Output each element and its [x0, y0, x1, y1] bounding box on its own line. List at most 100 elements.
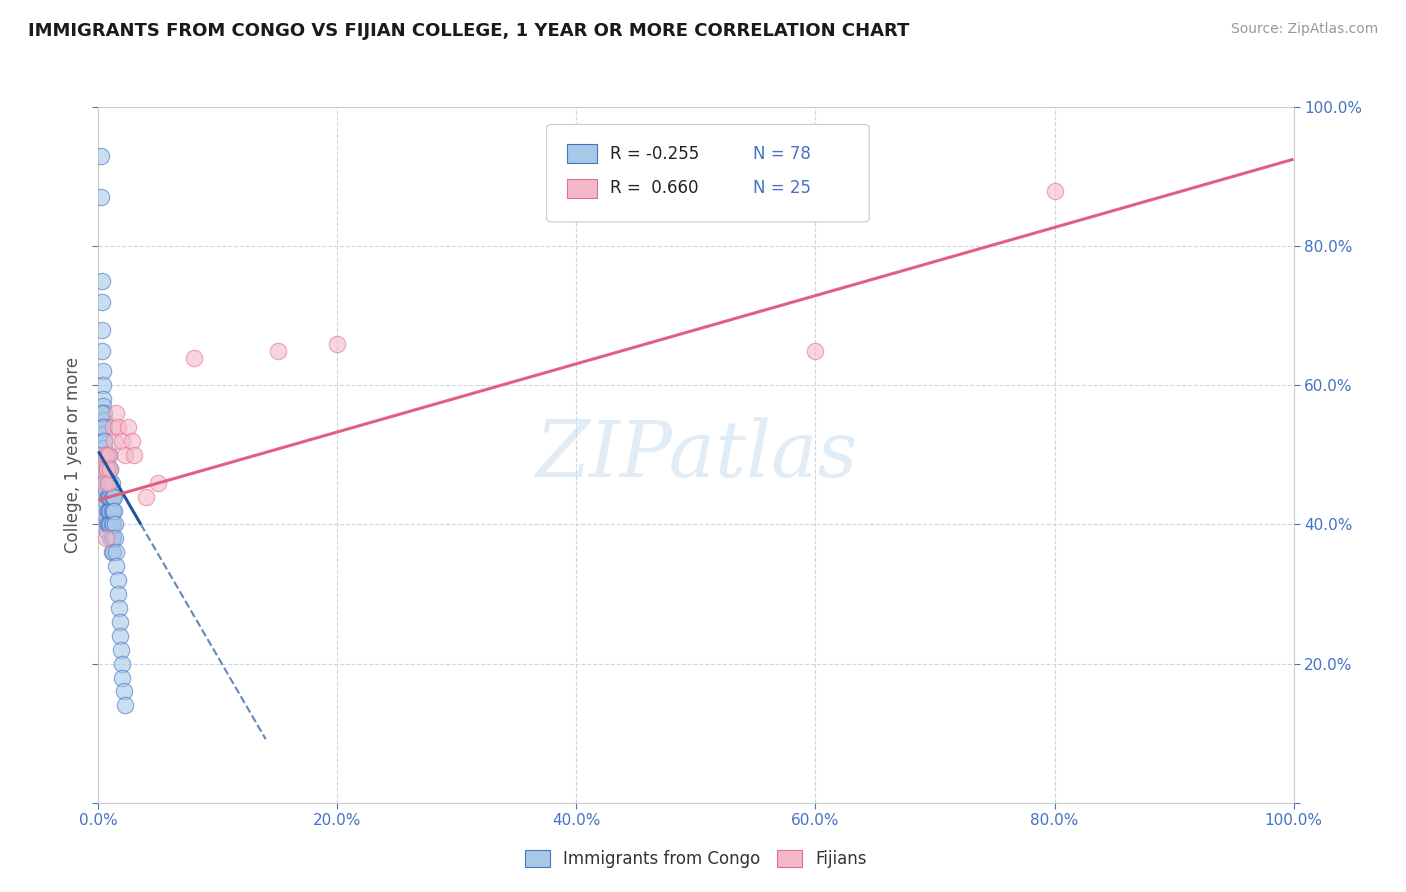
- Point: [107, 587, 129, 601]
- Point: [100, 490, 122, 504]
- Point: [105, 545, 128, 559]
- Point: [148, 475, 170, 490]
- Point: [91, 406, 114, 420]
- Point: [93, 406, 115, 420]
- Point: [96, 490, 118, 504]
- Point: [93, 434, 115, 448]
- Point: [91, 323, 114, 337]
- Point: [112, 684, 135, 698]
- Point: [96, 524, 118, 539]
- Point: [97, 490, 120, 504]
- Point: [91, 364, 114, 378]
- Point: [121, 434, 143, 448]
- Point: [90, 149, 112, 163]
- Text: R =  0.660: R = 0.660: [610, 179, 699, 197]
- Point: [93, 427, 115, 442]
- Point: [104, 532, 127, 546]
- Point: [93, 420, 115, 434]
- Point: [98, 517, 121, 532]
- Bar: [567, 178, 596, 198]
- Point: [91, 399, 114, 413]
- Point: [91, 462, 114, 476]
- Text: R = -0.255: R = -0.255: [610, 145, 699, 162]
- FancyBboxPatch shape: [547, 124, 869, 222]
- Point: [98, 517, 122, 532]
- Point: [96, 462, 118, 476]
- Text: ZIPatlas: ZIPatlas: [534, 417, 858, 493]
- Point: [103, 490, 125, 504]
- Point: [94, 448, 117, 462]
- Point: [111, 657, 134, 671]
- Point: [94, 532, 117, 546]
- Point: [101, 490, 124, 504]
- Point: [98, 532, 122, 546]
- Legend: Immigrants from Congo, Fijians: Immigrants from Congo, Fijians: [519, 843, 873, 874]
- Point: [94, 483, 117, 497]
- Point: [91, 448, 114, 462]
- Point: [114, 448, 136, 462]
- Text: Source: ZipAtlas.com: Source: ZipAtlas.com: [1230, 22, 1378, 37]
- Point: [98, 475, 121, 490]
- Point: [98, 475, 122, 490]
- Point: [124, 448, 146, 462]
- Point: [114, 698, 136, 713]
- Point: [103, 434, 125, 448]
- Point: [91, 343, 114, 358]
- Point: [96, 517, 118, 532]
- Point: [103, 503, 125, 517]
- Point: [183, 351, 205, 365]
- Point: [98, 462, 121, 476]
- Point: [1043, 184, 1066, 198]
- Point: [117, 420, 139, 434]
- Point: [91, 420, 114, 434]
- Point: [94, 462, 117, 476]
- Point: [107, 601, 129, 615]
- Point: [98, 462, 122, 476]
- Point: [111, 671, 134, 685]
- Point: [97, 517, 120, 532]
- Point: [108, 615, 131, 629]
- Point: [94, 468, 117, 483]
- Point: [104, 517, 127, 532]
- Y-axis label: College, 1 year or more: College, 1 year or more: [63, 357, 82, 553]
- Point: [100, 532, 122, 546]
- Point: [98, 462, 122, 476]
- Point: [90, 190, 112, 204]
- Point: [93, 434, 115, 448]
- Text: N = 25: N = 25: [754, 179, 811, 197]
- Point: [100, 517, 122, 532]
- Point: [91, 274, 114, 288]
- Point: [105, 406, 128, 420]
- Point: [98, 448, 121, 462]
- Point: [100, 475, 122, 490]
- Point: [101, 517, 124, 532]
- Point: [135, 490, 157, 504]
- Point: [107, 420, 129, 434]
- Point: [97, 475, 120, 490]
- Point: [96, 510, 118, 524]
- Point: [91, 294, 114, 309]
- Point: [98, 490, 121, 504]
- Point: [105, 559, 128, 574]
- Point: [91, 392, 114, 407]
- Point: [96, 497, 118, 511]
- Point: [94, 448, 117, 462]
- Point: [97, 448, 120, 462]
- Point: [108, 629, 131, 643]
- Point: [101, 532, 124, 546]
- Point: [101, 545, 124, 559]
- Point: [100, 503, 122, 517]
- Text: IMMIGRANTS FROM CONGO VS FIJIAN COLLEGE, 1 YEAR OR MORE CORRELATION CHART: IMMIGRANTS FROM CONGO VS FIJIAN COLLEGE,…: [28, 22, 910, 40]
- Text: N = 78: N = 78: [754, 145, 811, 162]
- Point: [94, 475, 117, 490]
- Point: [267, 343, 290, 358]
- Point: [98, 503, 121, 517]
- Point: [101, 503, 124, 517]
- Point: [326, 336, 349, 351]
- Point: [97, 462, 120, 476]
- Point: [100, 545, 122, 559]
- Point: [98, 448, 121, 462]
- Point: [91, 378, 114, 392]
- Point: [94, 455, 117, 469]
- Point: [97, 503, 120, 517]
